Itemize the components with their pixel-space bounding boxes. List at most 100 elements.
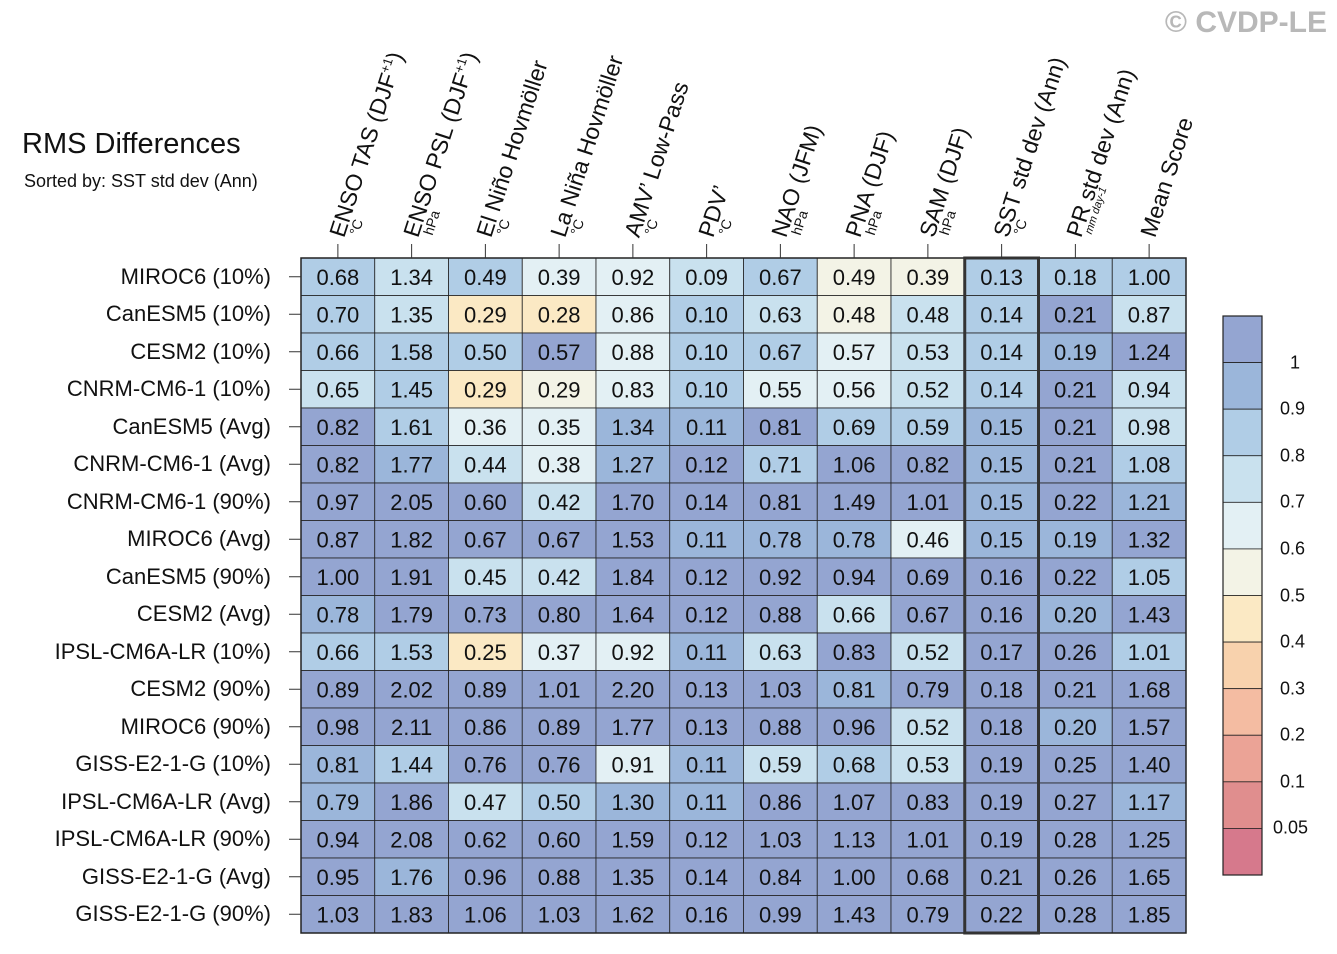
heatmap-cell [1111, 370, 1187, 409]
cell-value: 0.28 [538, 302, 581, 327]
heatmap-cell [374, 895, 449, 934]
heatmap-cell [964, 520, 1039, 559]
cell-value: 0.62 [464, 827, 507, 852]
cell-value: 1.21 [1128, 490, 1171, 515]
heatmap-cell [300, 370, 376, 409]
cell-value: 0.37 [538, 640, 581, 665]
heatmap-cell [300, 782, 376, 821]
heatmap-cell [448, 445, 523, 484]
cell-value: 1.27 [611, 452, 654, 477]
cell-value: 0.66 [316, 640, 359, 665]
heatmap-cell [890, 595, 966, 634]
cell-value: 1.35 [611, 865, 654, 890]
cell-value: 0.99 [759, 902, 802, 927]
heatmap-cell [890, 707, 966, 746]
cell-value: 0.11 [686, 790, 727, 815]
heatmap-cell [890, 857, 966, 896]
cell-value: 0.65 [316, 377, 359, 402]
cell-value: 1.34 [390, 265, 433, 290]
heatmap-cell [964, 670, 1039, 709]
cell-value: 0.12 [685, 565, 728, 590]
heatmap-cell [448, 707, 523, 746]
heatmap-cell [1111, 632, 1187, 671]
cell-value: 0.81 [759, 490, 802, 515]
cell-value: 0.67 [906, 602, 949, 627]
heatmap-cell [595, 745, 671, 784]
row-label: CNRM-CM6-1 (Avg) [73, 451, 271, 477]
heatmap-cell [374, 745, 449, 784]
cell-value: 1.17 [1128, 790, 1171, 815]
heatmap-cell [448, 595, 523, 634]
cell-value: 0.94 [833, 565, 876, 590]
cell-value: 0.48 [833, 302, 876, 327]
cell-value: 0.83 [833, 640, 876, 665]
cell-value: 0.55 [759, 377, 802, 402]
cell-value: 0.15 [980, 452, 1023, 477]
heatmap-cell [1111, 557, 1187, 596]
heatmap-cell [890, 557, 966, 596]
cell-value: 0.52 [906, 377, 949, 402]
cell-value: 0.88 [611, 340, 654, 365]
cell-value: 0.14 [980, 377, 1023, 402]
heatmap-cell [595, 257, 671, 296]
cell-value: 1.01 [906, 490, 949, 515]
cell-value: 0.39 [906, 265, 949, 290]
cell-value: 0.22 [1054, 565, 1097, 590]
cell-value: 0.59 [906, 415, 949, 440]
heatmap-cell [743, 857, 818, 896]
cell-value: 1.82 [390, 527, 433, 552]
heatmap-cell [816, 632, 892, 671]
cell-value: 0.11 [686, 752, 727, 777]
cell-value: 0.49 [833, 265, 876, 290]
heatmap-cell [1038, 257, 1113, 296]
heatmap-cell [1038, 332, 1113, 371]
heatmap-cell [669, 857, 744, 896]
cell-value: 0.18 [1054, 265, 1097, 290]
cell-value: 0.29 [464, 377, 507, 402]
heatmap-cell [669, 482, 744, 521]
row-label: CanESM5 (Avg) [112, 413, 271, 439]
heatmap-cell [890, 782, 966, 821]
heatmap-cell [669, 595, 744, 634]
heatmap-cell [964, 820, 1039, 859]
colorbar-segment [1222, 548, 1263, 596]
cell-value: 0.53 [906, 752, 949, 777]
cell-value: 1.00 [316, 565, 359, 590]
cell-value: 1.06 [833, 452, 876, 477]
cell-value: 0.92 [611, 265, 654, 290]
cell-value: 1.01 [538, 677, 581, 702]
heatmap-cell [669, 745, 744, 784]
colorbar-tick-label: 1 [1290, 352, 1301, 373]
cell-value: 1.61 [390, 415, 433, 440]
cell-value: 2.02 [390, 677, 433, 702]
heatmap-cell [1111, 295, 1187, 334]
heatmap-cell [964, 557, 1039, 596]
cell-value: 0.14 [980, 302, 1023, 327]
heatmap-cell [890, 332, 966, 371]
cell-value: 1.24 [1128, 340, 1171, 365]
row-label: IPSL-CM6A-LR (90%) [54, 826, 271, 852]
cell-value: 1.06 [464, 902, 507, 927]
cell-value: 1.91 [390, 565, 433, 590]
cell-value: 0.86 [611, 302, 654, 327]
cell-value: 0.28 [1054, 827, 1097, 852]
heatmap-cell [816, 857, 892, 896]
heatmap-cell [743, 445, 818, 484]
heatmap-cell [1111, 820, 1187, 859]
cell-value: 1.53 [390, 640, 433, 665]
cell-value: 2.05 [390, 490, 433, 515]
heatmap-cell [890, 295, 966, 334]
cell-value: 0.97 [316, 490, 359, 515]
heatmap-cell [595, 520, 671, 559]
cell-value: 0.67 [759, 340, 802, 365]
heatmap-cell [374, 257, 449, 296]
row-label: CanESM5 (90%) [105, 563, 271, 589]
cell-value: 0.14 [685, 865, 728, 890]
colorbar-tick-label: 0.8 [1280, 445, 1306, 466]
cell-value: 0.48 [906, 302, 949, 327]
colorbar-segment [1222, 595, 1263, 643]
cell-value: 0.76 [538, 752, 581, 777]
heatmap-cell [743, 895, 818, 934]
heatmap-frame [300, 257, 1187, 934]
